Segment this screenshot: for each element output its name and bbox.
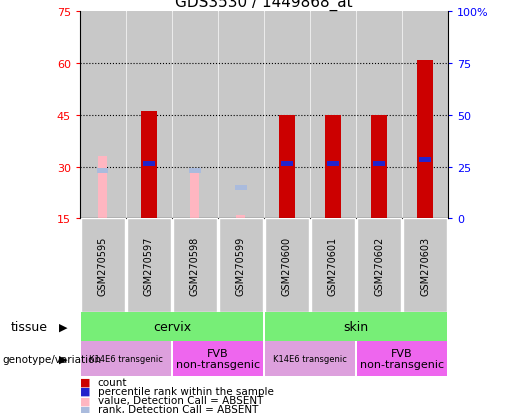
- FancyBboxPatch shape: [311, 219, 355, 312]
- Text: GSM270601: GSM270601: [328, 236, 338, 295]
- Text: genotype/variation: genotype/variation: [3, 354, 101, 364]
- Text: cervix: cervix: [153, 320, 191, 333]
- Bar: [143, 161, 154, 166]
- Text: tissue: tissue: [10, 320, 47, 333]
- Bar: [191, 171, 199, 219]
- Text: GSM270599: GSM270599: [236, 236, 246, 295]
- Bar: [265, 12, 309, 219]
- Bar: [373, 161, 385, 166]
- Bar: [81, 12, 125, 219]
- Text: K14E6 transgenic: K14E6 transgenic: [89, 354, 163, 363]
- FancyBboxPatch shape: [81, 219, 125, 312]
- Bar: [311, 12, 355, 219]
- Bar: [419, 158, 431, 163]
- FancyBboxPatch shape: [403, 219, 447, 312]
- FancyBboxPatch shape: [81, 342, 171, 376]
- Bar: [141, 112, 157, 219]
- FancyBboxPatch shape: [265, 342, 355, 376]
- Bar: [371, 116, 387, 219]
- FancyBboxPatch shape: [127, 219, 171, 312]
- Text: value, Detection Call = ABSENT: value, Detection Call = ABSENT: [98, 395, 263, 405]
- Bar: [325, 116, 341, 219]
- Title: GDS3530 / 1449868_at: GDS3530 / 1449868_at: [175, 0, 353, 11]
- Text: count: count: [98, 377, 127, 387]
- Text: rank, Detection Call = ABSENT: rank, Detection Call = ABSENT: [98, 404, 258, 413]
- FancyBboxPatch shape: [265, 313, 447, 341]
- FancyBboxPatch shape: [357, 342, 447, 376]
- Bar: [281, 161, 293, 166]
- Bar: [403, 12, 447, 219]
- Text: K14E6 transgenic: K14E6 transgenic: [273, 354, 347, 363]
- Text: skin: skin: [344, 320, 369, 333]
- Bar: [328, 161, 339, 166]
- Text: ■: ■: [80, 377, 90, 387]
- Text: ▶: ▶: [59, 354, 68, 364]
- Text: ■: ■: [80, 404, 90, 413]
- Text: ■: ■: [80, 386, 90, 396]
- Text: GSM270595: GSM270595: [98, 236, 108, 295]
- Text: GSM270603: GSM270603: [420, 236, 430, 295]
- FancyBboxPatch shape: [173, 342, 263, 376]
- Text: ■: ■: [80, 395, 90, 405]
- Bar: [127, 12, 171, 219]
- Text: FVB
non-transgenic: FVB non-transgenic: [360, 348, 444, 370]
- Bar: [417, 61, 433, 219]
- Text: GSM270602: GSM270602: [374, 236, 384, 295]
- FancyBboxPatch shape: [265, 219, 309, 312]
- Bar: [97, 168, 109, 173]
- Bar: [279, 116, 295, 219]
- Bar: [219, 12, 263, 219]
- Bar: [189, 168, 200, 173]
- FancyBboxPatch shape: [173, 219, 217, 312]
- FancyBboxPatch shape: [219, 219, 263, 312]
- Bar: [173, 12, 217, 219]
- Bar: [236, 216, 245, 219]
- Bar: [235, 185, 247, 190]
- Text: ▶: ▶: [59, 322, 68, 332]
- Text: GSM270600: GSM270600: [282, 236, 292, 295]
- Bar: [357, 12, 401, 219]
- Text: percentile rank within the sample: percentile rank within the sample: [98, 386, 274, 396]
- Text: GSM270597: GSM270597: [144, 236, 154, 295]
- FancyBboxPatch shape: [81, 313, 263, 341]
- Bar: [98, 157, 107, 219]
- FancyBboxPatch shape: [357, 219, 401, 312]
- Text: FVB
non-transgenic: FVB non-transgenic: [176, 348, 260, 370]
- Text: GSM270598: GSM270598: [190, 236, 200, 295]
